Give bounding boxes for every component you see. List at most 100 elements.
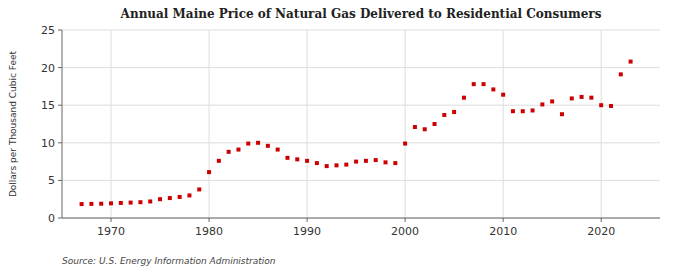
y-tick-label: 20 [41, 62, 55, 75]
y-tick [58, 30, 62, 31]
point [119, 201, 123, 205]
point [80, 202, 84, 206]
y-tick [58, 218, 62, 219]
x-tick [307, 218, 308, 222]
source-note: Source: U.S. Energy Information Administ… [62, 256, 276, 266]
point [187, 193, 191, 197]
y-grid-line [62, 218, 660, 219]
point [325, 164, 329, 168]
point [629, 60, 633, 64]
y-tick [58, 67, 62, 68]
y-axis-label: Dollars per Thousand Cubic Feet [8, 50, 18, 197]
point [158, 197, 162, 201]
x-tick-label: 1980 [195, 225, 223, 238]
y-tick-label: 5 [48, 174, 55, 187]
y-tick-label: 10 [41, 137, 55, 150]
point [452, 110, 456, 114]
point [403, 142, 407, 146]
point [491, 87, 495, 91]
x-grid-line [111, 30, 112, 218]
point [521, 109, 525, 113]
x-tick-label: 2020 [587, 225, 615, 238]
point [589, 96, 593, 100]
x-grid-line [601, 30, 602, 218]
y-grid-line [62, 105, 660, 106]
x-tick-label: 1990 [293, 225, 321, 238]
y-grid-line [62, 30, 660, 31]
y-tick [58, 142, 62, 143]
x-tick [209, 218, 210, 222]
point [315, 161, 319, 165]
point [89, 202, 93, 206]
y-tick [58, 180, 62, 181]
point [550, 99, 554, 103]
point [393, 161, 397, 165]
points [80, 60, 633, 207]
point [344, 163, 348, 167]
y-grid-line [62, 180, 660, 181]
point [413, 125, 417, 129]
y-tick-label: 15 [41, 99, 55, 112]
point [433, 122, 437, 126]
point [384, 160, 388, 164]
grid [62, 30, 660, 218]
x-tick [503, 218, 504, 222]
point [99, 202, 103, 206]
point [236, 148, 240, 152]
title: Annual Maine Price of Natural Gas Delive… [120, 7, 602, 21]
point [334, 163, 338, 167]
y-tick-label: 0 [48, 212, 55, 225]
x-tick-label: 1970 [97, 225, 125, 238]
x-grid-line [209, 30, 210, 218]
chart: 0 5 10 15 20 25 1970 1980 1990 2000 2010 2020 Annual… [0, 0, 675, 275]
point [148, 199, 152, 203]
point [442, 113, 446, 117]
point [423, 127, 427, 131]
point [276, 148, 280, 152]
point [217, 159, 221, 163]
x-tick [111, 218, 112, 222]
point [609, 104, 613, 108]
point [305, 159, 309, 163]
point [129, 201, 133, 205]
y-grid-line [62, 142, 660, 143]
point [511, 109, 515, 113]
y-tick-label: 25 [41, 24, 55, 37]
point [246, 142, 250, 146]
point [482, 82, 486, 86]
point [462, 96, 466, 100]
x-tick-label: 2010 [489, 225, 517, 238]
point [285, 156, 289, 160]
point [295, 157, 299, 161]
point [599, 103, 603, 107]
y-axis [62, 30, 63, 218]
point [619, 72, 623, 76]
x-grid-line [405, 30, 406, 218]
point [197, 187, 201, 191]
point [570, 96, 574, 100]
x-tick [405, 218, 406, 222]
x-tick [601, 218, 602, 222]
point [364, 159, 368, 163]
x-tick-label: 2000 [391, 225, 419, 238]
point [178, 195, 182, 199]
point [227, 150, 231, 154]
point [168, 196, 172, 200]
x-grid-line [307, 30, 308, 218]
point [109, 201, 113, 205]
point [266, 144, 270, 148]
point [540, 102, 544, 106]
y-grid-line [62, 67, 660, 68]
point [560, 112, 564, 116]
point [138, 200, 142, 204]
x-axis [62, 218, 660, 219]
point [472, 82, 476, 86]
point [531, 108, 535, 112]
point [580, 95, 584, 99]
point [501, 93, 505, 97]
point [207, 170, 211, 174]
point [374, 158, 378, 162]
y-tick [58, 105, 62, 106]
x-grid-line [503, 30, 504, 218]
point [256, 141, 260, 145]
